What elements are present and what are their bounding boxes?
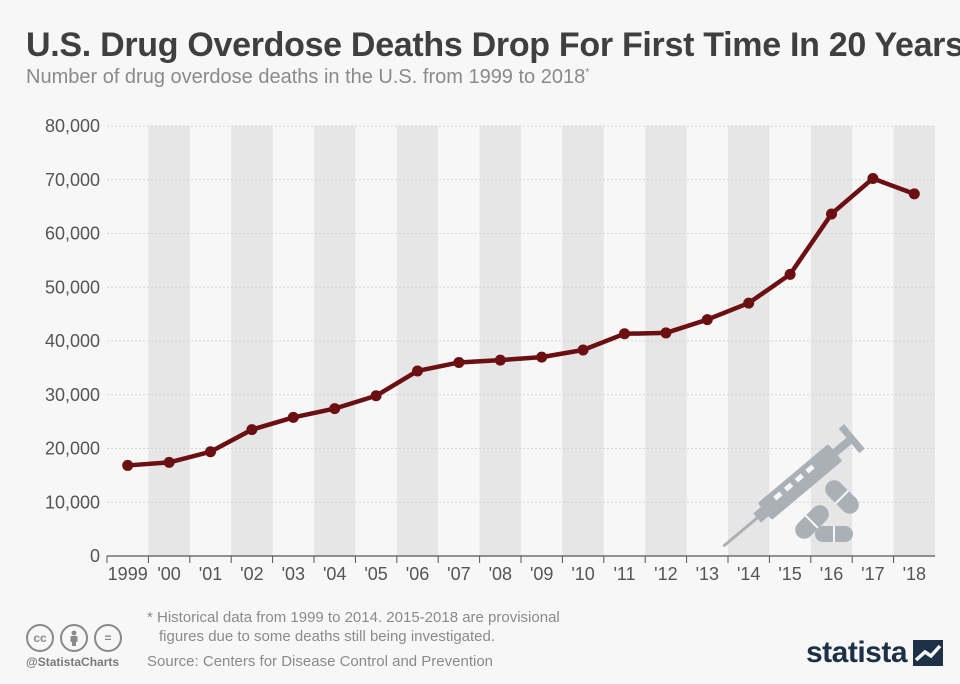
- x-tick-label: '05: [364, 564, 387, 584]
- creative-commons-icon[interactable]: cc: [26, 624, 54, 652]
- syringe-mark: [783, 482, 794, 492]
- x-tick-label: '08: [489, 564, 512, 584]
- source-note: Source: Centers for Disease Control and …: [147, 653, 494, 670]
- subtitle-footnote-mark: *: [585, 66, 590, 79]
- x-tick-label: '00: [157, 564, 180, 584]
- data-point[interactable]: [205, 446, 216, 458]
- y-tick-label: 10,000: [45, 492, 100, 512]
- y-tick-label: 70,000: [45, 170, 100, 190]
- x-tick-label: '10: [571, 564, 594, 584]
- syringe-hub: [753, 506, 769, 523]
- data-point[interactable]: [536, 351, 548, 363]
- y-tick-label: 30,000: [45, 385, 100, 405]
- data-point[interactable]: [660, 327, 672, 339]
- data-point[interactable]: [494, 354, 506, 366]
- data-point[interactable]: [287, 411, 299, 423]
- footnote-line-1: * Historical data from 1999 to 2014. 201…: [147, 609, 560, 626]
- x-tick-label: '16: [820, 564, 843, 584]
- x-tick-label: '11: [613, 564, 635, 584]
- syringe-barrel: [758, 444, 842, 520]
- twitter-handle[interactable]: @StatistaCharts: [26, 655, 120, 669]
- series-line: [127, 176, 916, 468]
- x-tick-label: '17: [861, 564, 884, 584]
- x-tick-label: '02: [240, 564, 263, 584]
- no-derivatives-icon[interactable]: =: [94, 624, 122, 652]
- syringe-pills-illustration: [722, 424, 865, 548]
- brand-wordmark: statista: [806, 636, 908, 669]
- y-tick-label: 50,000: [45, 277, 100, 297]
- data-point[interactable]: [701, 314, 713, 326]
- subtitle-text: Number of drug overdose deaths in the U.…: [26, 66, 586, 88]
- x-tick-label: '13: [696, 564, 719, 584]
- data-point[interactable]: [246, 424, 258, 436]
- syringe-thumb: [838, 424, 865, 454]
- x-axis-labels: 1999 '00 '01 '02 '03 '04 '05 '06 '07 '08 '09 '10 '11…: [106, 556, 926, 584]
- x-tick-label: '03: [282, 564, 305, 584]
- x-tick-label: '06: [406, 564, 429, 584]
- syringe-mark: [773, 491, 783, 501]
- y-tick-label: 40,000: [45, 331, 100, 351]
- x-tick-label: '12: [654, 564, 677, 584]
- syringe-mark: [794, 473, 804, 483]
- license-icons: cc =: [26, 624, 122, 652]
- series-overdose-deaths: [122, 172, 920, 471]
- footnote: * Historical data from 1999 to 2014. 201…: [147, 608, 560, 646]
- y-axis-labels: 0 10,000 20,000 30,000 40,000 50,000 60,000 70,…: [45, 116, 100, 566]
- data-point[interactable]: [619, 328, 630, 340]
- data-point[interactable]: [867, 172, 879, 184]
- data-point[interactable]: [908, 188, 920, 200]
- x-tick-label: '07: [447, 564, 470, 584]
- data-point[interactable]: [412, 365, 423, 377]
- data-point[interactable]: [577, 344, 589, 356]
- data-point[interactable]: [163, 456, 175, 468]
- person-icon: [70, 630, 78, 646]
- x-tick-label: '01: [199, 564, 222, 584]
- data-point[interactable]: [784, 268, 796, 280]
- x-tick-label: '14: [737, 564, 760, 584]
- data-point[interactable]: [329, 403, 341, 415]
- y-tick-label: 0: [90, 546, 100, 566]
- attribution-icon[interactable]: [60, 624, 88, 652]
- pill-divider: [834, 489, 850, 505]
- statista-logo[interactable]: statista: [806, 636, 944, 670]
- statista-logo-icon: [913, 640, 944, 666]
- x-tick-label: '04: [323, 564, 346, 584]
- data-point[interactable]: [370, 390, 382, 402]
- y-tick-label: 20,000: [45, 439, 100, 459]
- x-tick-label: 1999: [108, 564, 148, 584]
- syringe-needle: [722, 516, 759, 548]
- data-point[interactable]: [826, 208, 837, 220]
- y-tick-label: 80,000: [45, 116, 100, 136]
- gridlines: [107, 125, 935, 557]
- chart-title: U.S. Drug Overdose Deaths Drop For First…: [26, 26, 960, 64]
- x-tick-label: '09: [530, 564, 553, 584]
- pill-divider: [804, 514, 820, 530]
- footnote-line-2: figures due to some deaths still being i…: [159, 628, 496, 645]
- chart-subtitle: Number of drug overdose deaths in the U.…: [26, 66, 590, 89]
- data-point[interactable]: [453, 356, 465, 368]
- y-tick-label: 60,000: [45, 224, 100, 244]
- data-point[interactable]: [122, 459, 134, 471]
- syringe-mark: [805, 464, 815, 474]
- year-bands: [148, 126, 935, 556]
- x-tick-label: '15: [778, 564, 801, 584]
- syringe-plunger: [832, 437, 852, 456]
- x-tick-label: '18: [903, 564, 926, 584]
- data-point[interactable]: [743, 297, 755, 309]
